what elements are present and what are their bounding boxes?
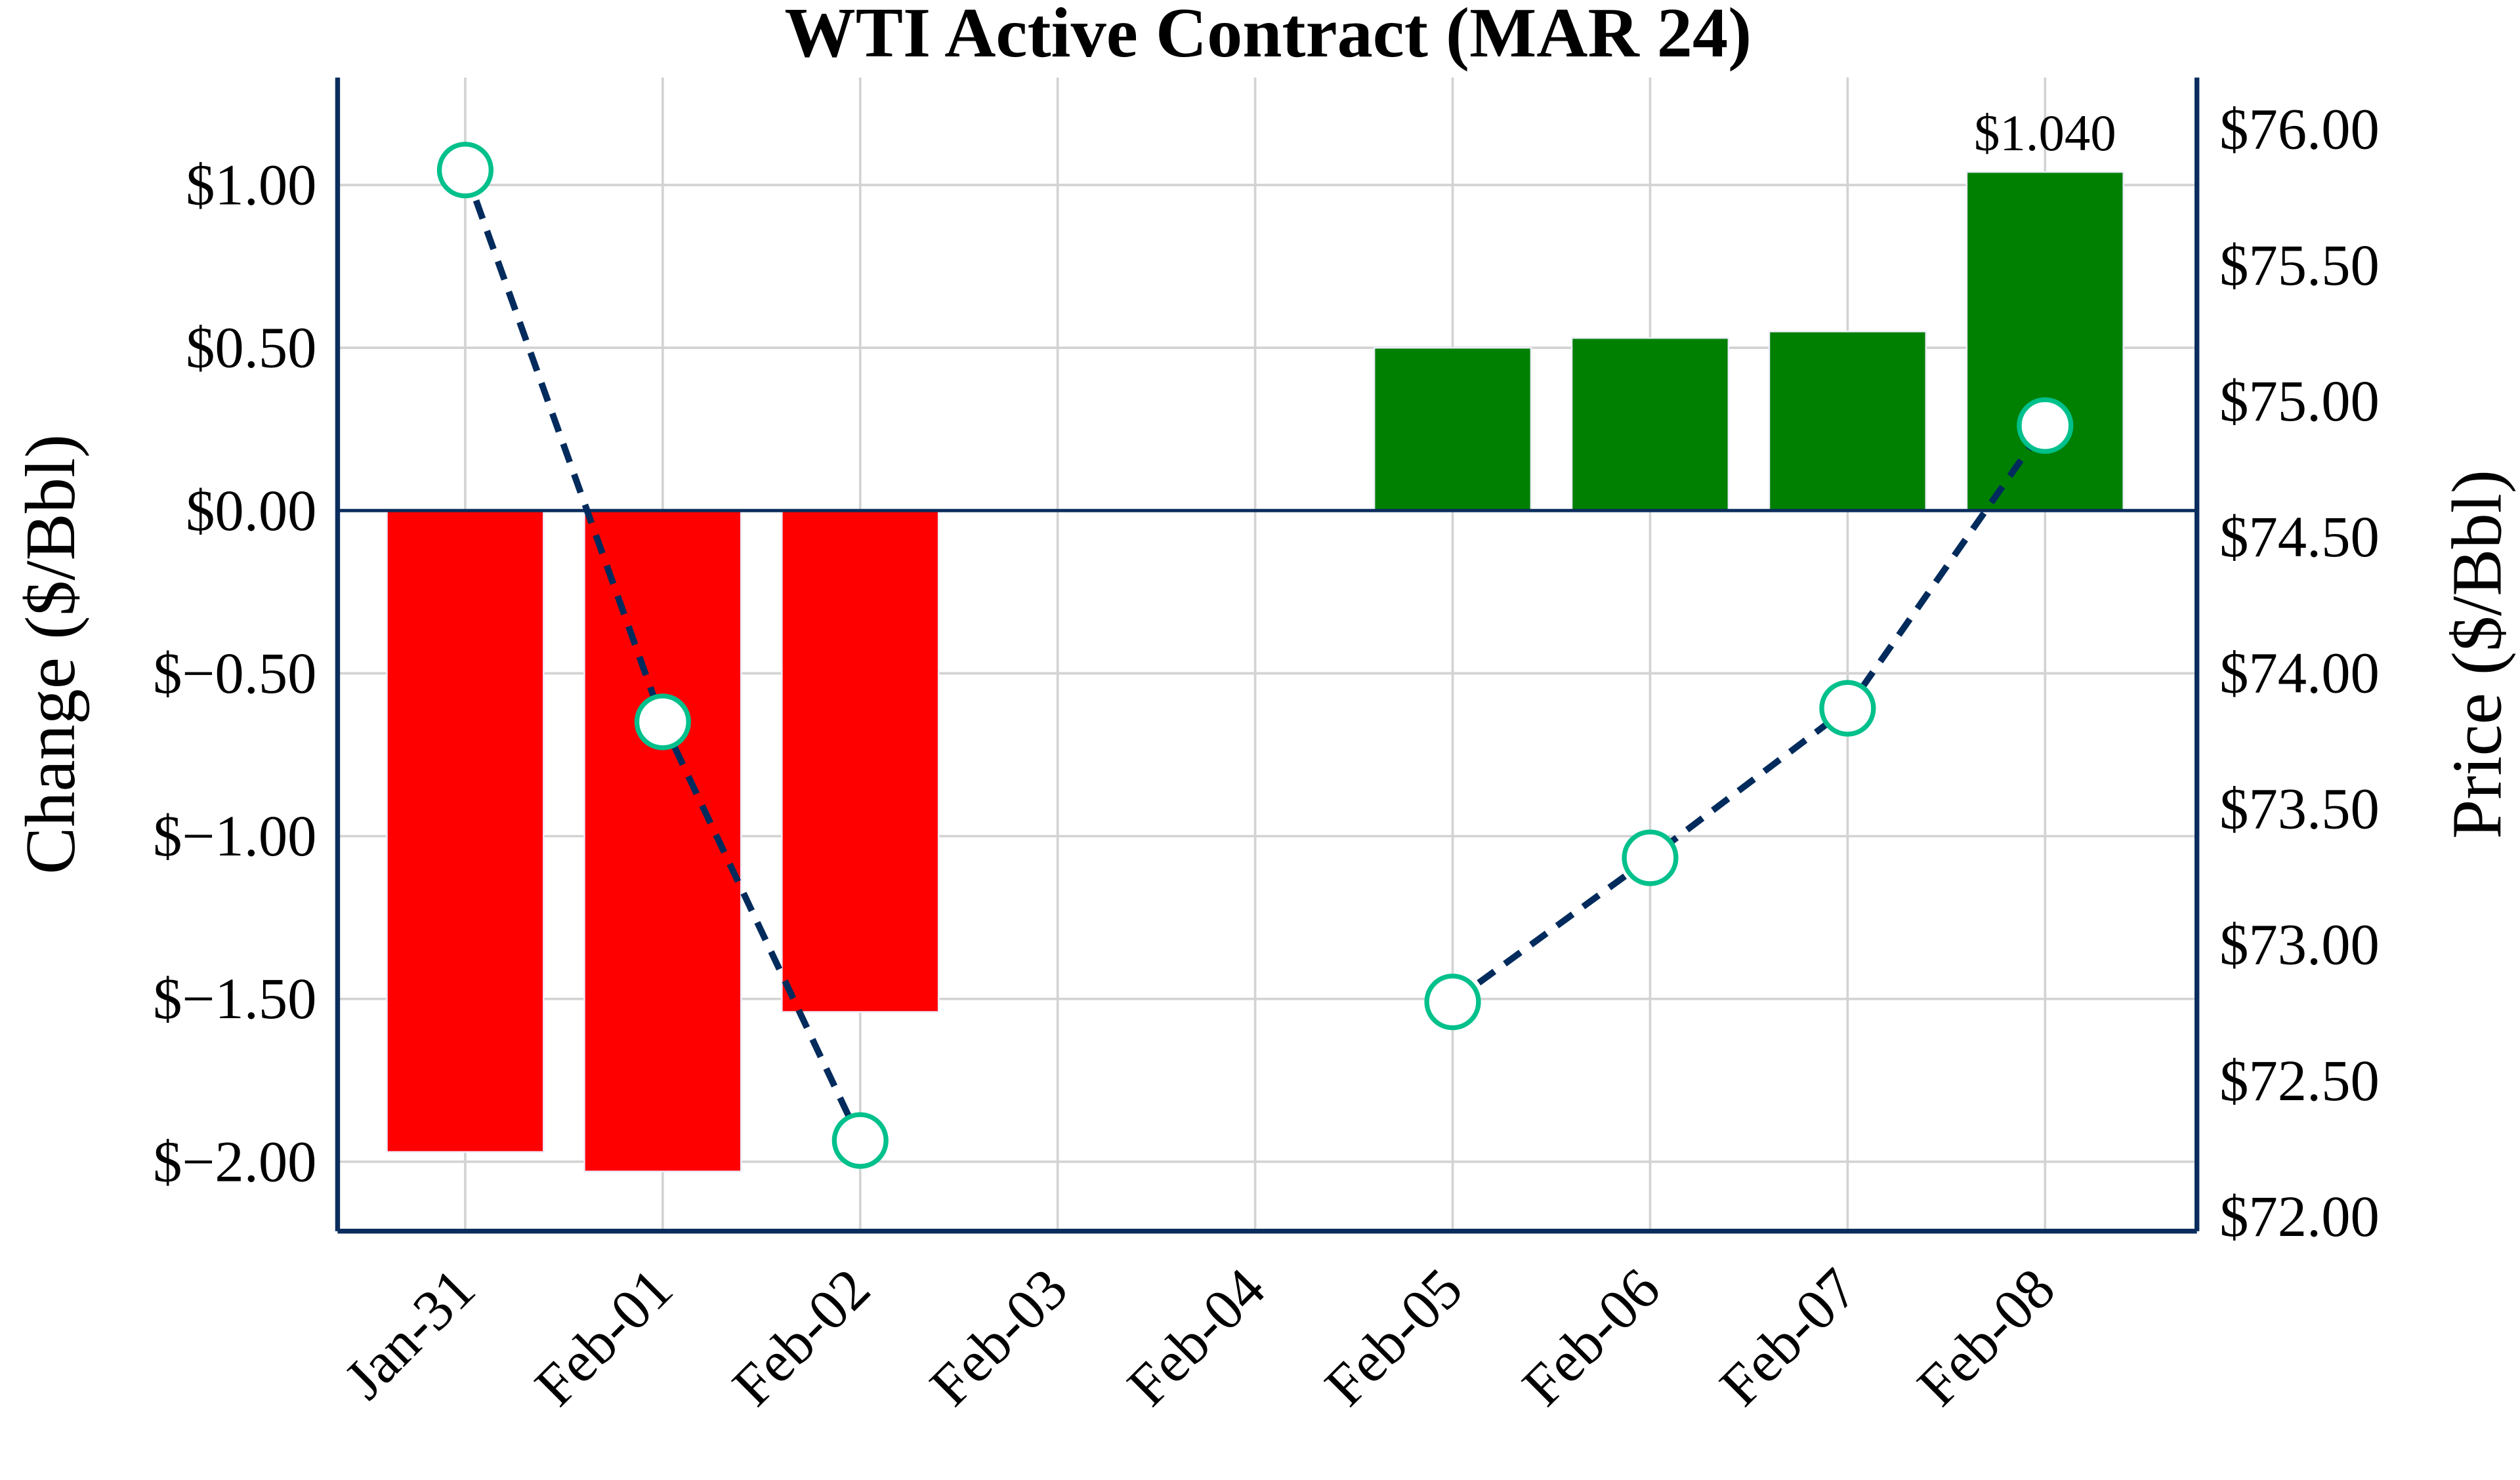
price-marker-Feb-02 [831, 1112, 889, 1169]
y-tick-label: $−1.00 [153, 804, 316, 869]
x-tick-label: Feb-02 [721, 1256, 883, 1418]
y-axis-label: Change ($/Bbl) [11, 434, 90, 874]
bar-Feb-01 [583, 510, 742, 1172]
y-tick-label: $0.00 [186, 479, 316, 543]
price-line [1450, 423, 2048, 1005]
bar-Feb-07 [1768, 331, 1927, 512]
y2-tick-label: $72.00 [2219, 1185, 2380, 1249]
y2-axis-label: Price ($/Bbl) [2437, 470, 2516, 839]
price-marker-Feb-06 [1622, 829, 1679, 886]
y2-tick-label: $74.50 [2219, 505, 2380, 569]
x-tick-label: Feb-01 [523, 1256, 685, 1418]
y-tick-label: $0.50 [186, 316, 316, 380]
x-tick-label: Feb-08 [1905, 1256, 2067, 1418]
x-tick-label: Feb-03 [918, 1256, 1080, 1418]
price-marker-Feb-01 [634, 693, 691, 750]
bar-Feb-08 [1965, 171, 2124, 512]
x-tick-label: Jan-31 [332, 1256, 487, 1411]
price-marker-Feb-07 [1819, 680, 1876, 737]
x-tick-label: Feb-04 [1116, 1256, 1278, 1418]
price-marker-Feb-08 [2017, 397, 2074, 454]
y2-tick-label: $75.50 [2219, 234, 2380, 298]
bar-Jan-31 [386, 510, 545, 1153]
y-tick-label: $1.00 [186, 154, 316, 218]
y2-tick-label: $75.00 [2219, 369, 2380, 434]
y2-tick-label: $72.50 [2219, 1049, 2380, 1113]
y-tick-label: $−0.50 [153, 642, 316, 706]
y2-tick-label: $76.00 [2219, 98, 2380, 162]
bar-Feb-02 [781, 510, 940, 1013]
x-tick-label: Feb-05 [1313, 1256, 1475, 1418]
y2-tick-label: $74.00 [2219, 641, 2380, 705]
y-tick-label: $−1.50 [153, 967, 316, 1031]
bar-Feb-05 [1373, 346, 1532, 512]
chart-title: WTI Active Contract (MAR 24) [784, 0, 1752, 72]
x-tick-label: Feb-06 [1511, 1256, 1673, 1418]
x-tick-label: Feb-07 [1708, 1256, 1870, 1418]
y2-tick-label: $73.00 [2219, 913, 2380, 977]
bar-annotation: $1.040 [1974, 105, 2116, 162]
bar-Feb-06 [1570, 337, 1730, 512]
y2-tick-label: $73.50 [2219, 777, 2380, 842]
y-tick-label: $−2.00 [153, 1130, 316, 1194]
price-marker-Jan-31 [436, 142, 494, 199]
price-marker-Feb-05 [1424, 974, 1481, 1031]
